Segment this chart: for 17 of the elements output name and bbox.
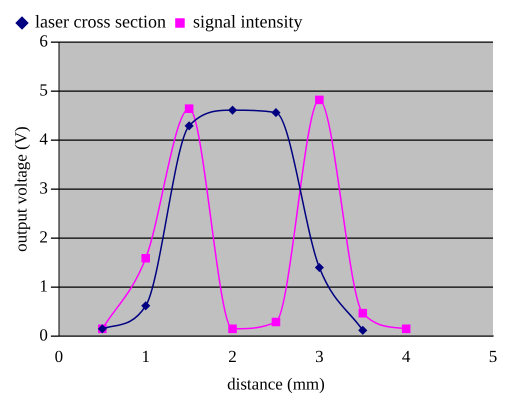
x-tick-label: 2 — [228, 346, 237, 366]
y-axis-title: output voltage (V) — [12, 126, 31, 252]
x-axis-title: distance (mm) — [227, 374, 325, 394]
x-tick-label: 4 — [402, 346, 411, 366]
y-tick-label: 2 — [39, 228, 48, 247]
y-tick-label: 0 — [39, 326, 48, 345]
y-tick-label: 1 — [39, 276, 48, 296]
y-tick-label: 6 — [39, 31, 48, 50]
x-tick-label: 1 — [141, 346, 150, 366]
y-tick-label: 4 — [39, 130, 48, 149]
y-tick-label: 5 — [39, 80, 48, 100]
x-tick-label: 5 — [488, 346, 498, 366]
x-tick-label: 3 — [315, 346, 324, 366]
legend-label: signal intensity — [192, 12, 302, 32]
y-tick-label: 3 — [39, 178, 48, 198]
legend-label: laser cross section — [35, 12, 166, 32]
x-tick-label: 0 — [54, 346, 64, 366]
